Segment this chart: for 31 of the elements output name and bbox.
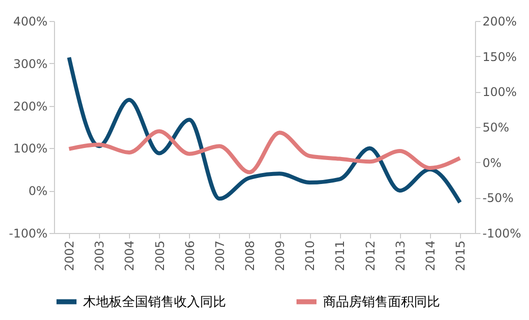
x-tick-label: 2013 (393, 240, 408, 272)
y2-tick-label: 0% (482, 156, 502, 170)
y2-tick-label: 200% (482, 14, 517, 28)
x-tick-label: 2002 (62, 240, 77, 272)
y2-tick-label: -100% (482, 226, 522, 240)
legend-label: 木地板全国销售收入同比 (83, 294, 226, 310)
line-series (67, 55, 462, 204)
y-tick-label: 300% (13, 56, 48, 71)
y2-tick-label: 50% (482, 120, 510, 134)
y-tick-label: 100% (13, 142, 48, 156)
x-tick-label: 2011 (333, 240, 348, 272)
x-tick-label: 2003 (92, 240, 107, 272)
y-tick-label: 0% (28, 184, 48, 198)
y-tick-label: 400% (13, 14, 48, 28)
x-tick-label: 2009 (273, 240, 288, 272)
x-tick-label: 2007 (212, 240, 227, 272)
y2-tick-label: 100% (482, 85, 517, 100)
x-tick-label: 2010 (303, 240, 318, 272)
y-tick-label: 200% (13, 99, 48, 114)
y2-tick-label: -50% (482, 191, 514, 206)
line-series (67, 129, 462, 174)
x-tick-label: 2006 (182, 240, 197, 272)
y-tick-label: -100% (8, 226, 48, 240)
x-tick-label: 2004 (122, 240, 137, 272)
y2-tick-label: 150% (482, 50, 517, 64)
legend-label: 商品房销售面积同比 (323, 294, 440, 310)
x-tick-label: 2008 (242, 240, 257, 272)
x-tick-label: 2014 (423, 240, 438, 272)
x-tick-label: 2015 (453, 240, 468, 272)
x-tick-label: 2005 (152, 240, 167, 272)
x-tick-label: 2012 (363, 240, 378, 272)
